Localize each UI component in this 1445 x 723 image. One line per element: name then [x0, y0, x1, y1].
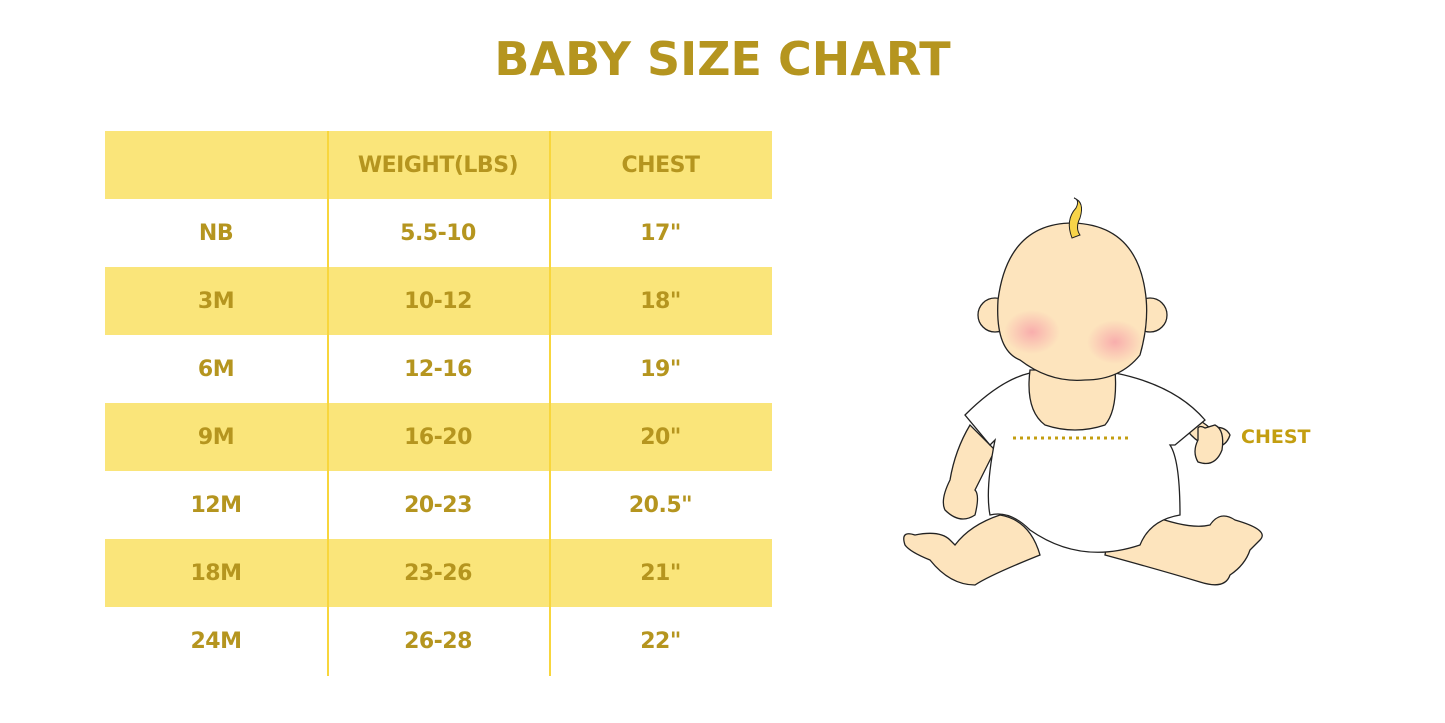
header-weight: WEIGHT(LBS) [357, 152, 519, 178]
weight-cell: 12-16 [404, 356, 472, 382]
weight-cell: 20-23 [404, 492, 472, 518]
size-table: WEIGHT(LBS) CHEST NB 5.5-10 17" 3M 10-12… [105, 131, 772, 675]
size-cell: 24M [190, 628, 242, 654]
size-cell: 6M [197, 356, 235, 382]
chest-cell: 18" [640, 288, 681, 314]
weight-cell: 16-20 [404, 424, 472, 450]
table-row: 6M 12-16 19" [105, 335, 772, 403]
table-header-row: WEIGHT(LBS) CHEST [105, 131, 772, 199]
size-cell: NB [198, 220, 234, 246]
chest-cell: 17" [640, 220, 681, 246]
table-row: 12M 20-23 20.5" [105, 471, 772, 539]
chest-cell: 20" [640, 424, 681, 450]
table-row: NB 5.5-10 17" [105, 199, 772, 267]
weight-cell: 23-26 [404, 560, 472, 586]
chest-label: CHEST [1241, 426, 1311, 448]
weight-cell: 10-12 [404, 288, 472, 314]
size-cell: 18M [190, 560, 242, 586]
table-row: 3M 10-12 18" [105, 267, 772, 335]
chest-cell: 22" [640, 628, 681, 654]
size-cell: 3M [197, 288, 235, 314]
weight-cell: 26-28 [404, 628, 472, 654]
weight-cell: 5.5-10 [400, 220, 476, 246]
chest-cell: 20.5" [628, 492, 693, 518]
page-title: BABY SIZE CHART [494, 32, 951, 86]
table-row: 24M 26-28 22" [105, 607, 772, 675]
column-divider [549, 131, 551, 676]
chest-cell: 19" [640, 356, 681, 382]
column-divider [327, 131, 329, 676]
header-size [105, 131, 327, 199]
header-chest: CHEST [621, 152, 700, 178]
size-cell: 9M [197, 424, 235, 450]
table-row: 9M 16-20 20" [105, 403, 772, 471]
baby-illustration [903, 197, 1263, 586]
table-row: 18M 23-26 21" [105, 539, 772, 607]
size-cell: 12M [190, 492, 242, 518]
chest-cell: 21" [640, 560, 681, 586]
